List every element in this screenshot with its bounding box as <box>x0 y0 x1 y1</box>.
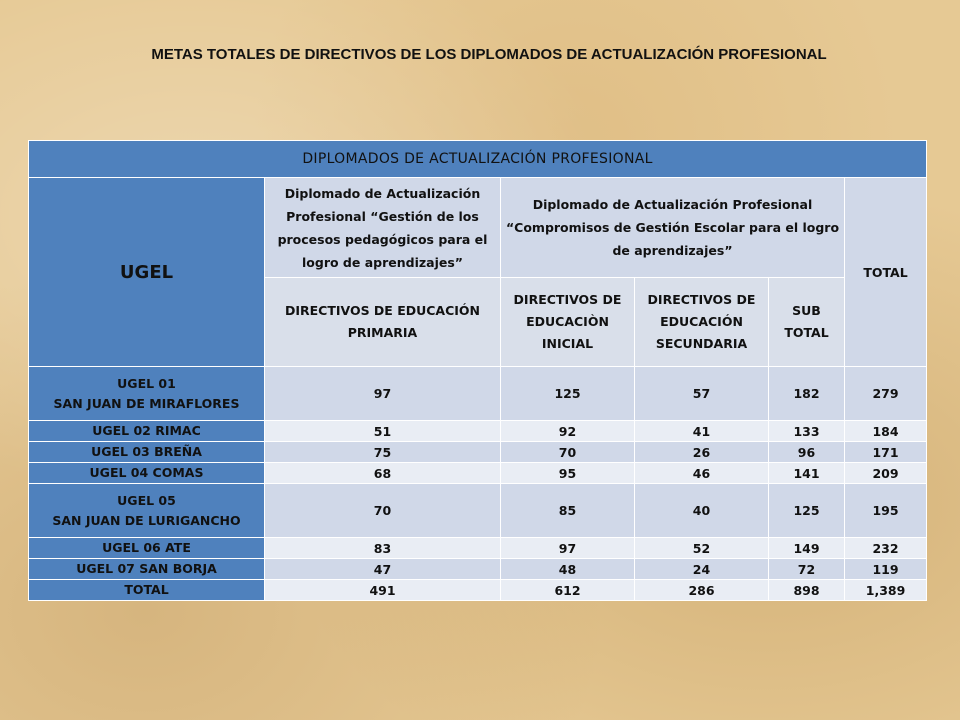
table-row: TOTAL 491 612 286 898 1,389 <box>28 579 928 601</box>
diploma1-header: Diplomado de Actualización Profesional “… <box>264 177 501 278</box>
table-row: UGEL 04 COMAS 68 95 46 141 209 <box>28 462 928 484</box>
diplomados-table: DIPLOMADOS DE ACTUALIZACIÓN PROFESIONAL … <box>27 140 928 601</box>
table-banner: DIPLOMADOS DE ACTUALIZACIÓN PROFESIONAL <box>27 140 928 178</box>
value-cell: 41 <box>634 420 769 442</box>
value-cell: 52 <box>634 537 769 559</box>
value-cell: 119 <box>843 558 928 580</box>
value-cell: 133 <box>768 420 845 442</box>
value-cell: 286 <box>634 579 769 601</box>
value-cell: 92 <box>500 420 635 442</box>
ugel-name-line: UGEL 06 ATE <box>102 540 191 555</box>
value-cell: 182 <box>768 366 845 421</box>
value-cell: 26 <box>634 441 769 463</box>
value-cell: 141 <box>768 462 845 484</box>
table-row: UGEL 02 RIMAC 51 92 41 133 184 <box>28 420 928 442</box>
ugel-name-line: UGEL 02 RIMAC <box>92 423 201 438</box>
value-cell: 48 <box>500 558 635 580</box>
value-cell: 47 <box>264 558 501 580</box>
value-cell: 24 <box>634 558 769 580</box>
table-row: UGEL 06 ATE 83 97 52 149 232 <box>28 537 928 559</box>
value-cell: 40 <box>634 483 769 538</box>
value-cell: 125 <box>768 483 845 538</box>
ugel-name-cell: UGEL 02 RIMAC <box>28 420 265 442</box>
ugel-name-cell: UGEL 05 SAN JUAN DE LURIGANCHO <box>28 483 265 538</box>
ugel-name-line: UGEL 05 <box>117 492 176 508</box>
table-row: UGEL 03 BREÑA 75 70 26 96 171 <box>28 441 928 463</box>
value-cell: 898 <box>768 579 845 601</box>
inicial-header: DIRECTIVOS DE EDUCACIÒN INICIAL <box>500 277 635 367</box>
value-cell: 1,389 <box>843 579 928 601</box>
value-cell: 51 <box>264 420 501 442</box>
value-cell: 149 <box>768 537 845 559</box>
ugel-name-cell: UGEL 06 ATE <box>28 537 265 559</box>
total-column-header: TOTAL <box>843 177 928 367</box>
value-cell: 171 <box>843 441 928 463</box>
ugel-name-line: SAN JUAN DE MIRAFLORES <box>53 395 240 411</box>
ugel-name-line: UGEL 03 BREÑA <box>91 444 202 459</box>
value-cell: 195 <box>843 483 928 538</box>
value-cell: 209 <box>843 462 928 484</box>
ugel-name-line: UGEL 01 <box>117 375 176 391</box>
ugel-name-line: SAN JUAN DE LURIGANCHO <box>52 512 241 528</box>
table-row: UGEL 07 SAN BORJA 47 48 24 72 119 <box>28 558 928 580</box>
value-cell: 70 <box>500 441 635 463</box>
ugel-name-cell: UGEL 01 SAN JUAN DE MIRAFLORES <box>28 366 265 421</box>
value-cell: 70 <box>264 483 501 538</box>
ugel-name-line: UGEL 07 SAN BORJA <box>76 561 217 576</box>
ugel-name-line: TOTAL <box>124 582 169 597</box>
page-title: METAS TOTALES DE DIRECTIVOS DE LOS DIPLO… <box>151 46 827 63</box>
diploma2-header: Diplomado de Actualización Profesional “… <box>500 177 845 278</box>
value-cell: 97 <box>264 366 501 421</box>
ugel-name-cell: UGEL 03 BREÑA <box>28 441 265 463</box>
ugel-column-header: UGEL <box>28 177 265 367</box>
table-row: UGEL 01 SAN JUAN DE MIRAFLORES 97 125 57 182 2… <box>28 366 928 421</box>
value-cell: 83 <box>264 537 501 559</box>
secundaria-header: DIRECTIVOS DE EDUCACIÓN SECUNDARIA <box>634 277 769 367</box>
value-cell: 279 <box>843 366 928 421</box>
table-row: UGEL 05 SAN JUAN DE LURIGANCHO 70 85 40 125 19… <box>28 483 928 538</box>
value-cell: 46 <box>634 462 769 484</box>
value-cell: 491 <box>264 579 501 601</box>
primaria-header: DIRECTIVOS DE EDUCACIÓN PRIMARIA <box>264 277 501 367</box>
value-cell: 57 <box>634 366 769 421</box>
value-cell: 85 <box>500 483 635 538</box>
ugel-name-cell: UGEL 04 COMAS <box>28 462 265 484</box>
value-cell: 97 <box>500 537 635 559</box>
value-cell: 184 <box>843 420 928 442</box>
ugel-name-cell: UGEL 07 SAN BORJA <box>28 558 265 580</box>
subtotal-header: SUB TOTAL <box>768 277 845 367</box>
value-cell: 68 <box>264 462 501 484</box>
ugel-name-line: UGEL 04 COMAS <box>89 465 204 480</box>
value-cell: 232 <box>843 537 928 559</box>
value-cell: 72 <box>768 558 845 580</box>
value-cell: 125 <box>500 366 635 421</box>
ugel-name-cell: TOTAL <box>28 579 265 601</box>
value-cell: 75 <box>264 441 501 463</box>
value-cell: 96 <box>768 441 845 463</box>
value-cell: 612 <box>500 579 635 601</box>
value-cell: 95 <box>500 462 635 484</box>
